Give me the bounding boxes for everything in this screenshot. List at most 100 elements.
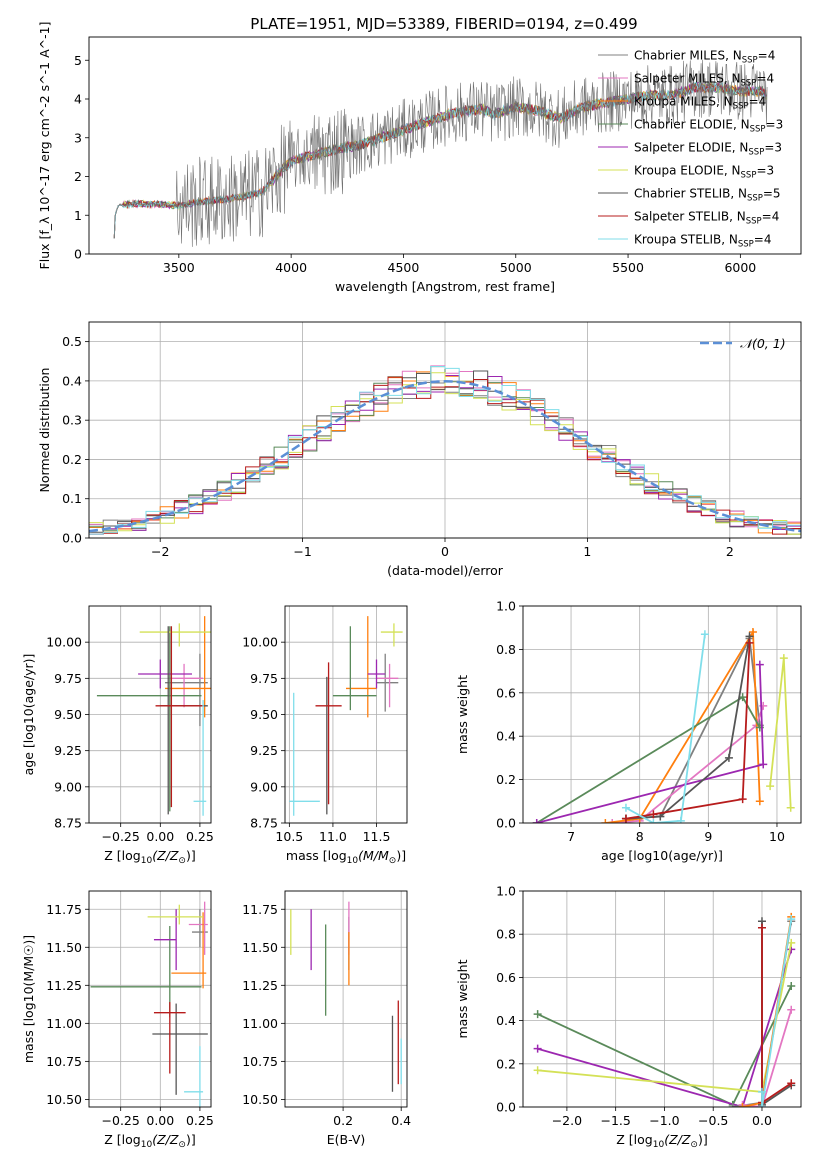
x-axis-label-part: mass [log [286,848,347,863]
plus-marker [787,1005,796,1014]
x-tick-label: 8 [636,829,644,844]
y-tick-label: 9.75 [250,671,278,686]
plus-marker [533,1044,542,1053]
legend-entry: Chabrier ELODIE, NSSP=3 [634,118,783,135]
plus-marker [700,630,709,639]
legend-text: =4 [762,210,780,224]
x-axis-label-part: )] [186,848,196,863]
legend-sub: SSP [747,194,763,204]
legend-text: Salpeter MILES, N [634,72,741,86]
plot-frame [88,890,212,1108]
y-tick-label: 0.4 [62,373,82,388]
y-tick-label: 0.0 [496,816,516,831]
x-axis-label-part: (M/M [358,848,389,863]
plus-marker [608,819,617,823]
y-tick-label: 1.0 [496,884,516,899]
y-tick-label: 9.00 [54,779,82,794]
x-tick-label: 11.0 [319,829,347,844]
y-tick-label: 4 [74,92,82,107]
plot-frame [284,890,408,1108]
y-tick-label: 8.75 [54,816,82,831]
y-tick-label: 5 [74,53,82,68]
plus-marker [787,1079,796,1088]
x-tick-label: 2 [726,544,734,559]
y-tick-label: 9.75 [54,671,82,686]
x-tick-label: 0 [441,544,449,559]
sun-symbol: ⊙ [389,856,397,866]
y-tick-label: 11.00 [242,1016,278,1031]
x-tick-label: 5500 [612,260,644,275]
x-axis-label: Z [log10(Z/Z⊙)] [616,1132,707,1150]
residuals-panel: −2 −1 0 1 2 0.0 0.1 0.2 0.3 0.4 0.5 (data-model)/er… [37,321,802,578]
weight-line-kroupa-stelib [625,634,706,823]
x-axis-label: mass [log10(M/M⊙)] [286,848,406,866]
x-axis-label-part: Z [log [616,1132,652,1147]
legend-sub: SSP [742,56,758,66]
x-axis-label-sub: 10 [141,1140,153,1150]
x-tick-label: 7 [567,829,575,844]
plus-marker [787,915,796,924]
legend-entry: Kroupa ELODIE, NSSP=3 [634,164,774,181]
y-tick-label: 9.25 [250,743,278,758]
x-tick-label: 9 [704,829,712,844]
x-tick-label: 0.00 [146,1113,174,1128]
x-axis-label-sub: 10 [653,1140,665,1150]
x-axis-label: wavelength [Angstrom, rest frame] [335,279,555,294]
weight-line-kroupa-miles [605,628,761,823]
x-tick-label: −2 [151,544,169,559]
plus-marker [532,819,541,823]
y-tick-label: 11.75 [242,902,278,917]
y-tick-label: 0.1 [62,491,82,506]
legend-text: =4 [756,72,774,86]
x-axis-label-part: )] [396,848,406,863]
legend-text: =4 [758,49,776,63]
y-tick-label: 0.2 [496,1056,516,1071]
x-axis-label: age [log10(age/yr)] [601,848,723,863]
legend-entry: Kroupa STELIB, NSSP=4 [634,233,772,250]
plot-frame [88,321,802,539]
age_vs_Z-panel: −0.25 0.00 0.25 8.75 9.00 9.25 9.50 9.75 10.00 Z … [21,605,214,866]
y-axis-label: mass [log10(M/M☉)] [21,935,36,1063]
y-tick-label: 11.25 [46,978,82,993]
error-bars [289,616,403,816]
legend-text: =4 [749,95,767,109]
histograms [89,365,801,535]
legend-text: Kroupa MILES, N [634,95,733,109]
observed-spectrum [113,59,768,247]
y-tick-label: 10.50 [242,1092,278,1107]
weight-line-kroupa-elodie [769,658,792,808]
x-axis-label: Z [log10(Z/Z⊙)] [104,1132,195,1150]
x-axis-label-part: (Z/Z [152,1132,179,1147]
y-tick-label: 1 [74,208,82,223]
plus-marker [738,795,747,804]
model-line-salpeter-elodie [113,81,767,239]
legend-sub: SSP [750,125,766,135]
y-tick-label: 0.0 [62,531,82,546]
plus-marker [621,814,630,823]
y-tick-label: 0.4 [496,729,516,744]
y-tick-label: 3 [74,130,82,145]
x-tick-label: −0.25 [102,1113,140,1128]
plus-marker [759,760,768,769]
x-tick-label: 0.2 [333,1113,353,1128]
x-axis-label-part: (Z/Z [152,848,179,863]
y-axis-label: age [log10(age/yr)] [21,654,36,776]
x-tick-label: −0.25 [102,829,140,844]
y-tick-label: 11.25 [242,978,278,993]
figure-title: PLATE=1951, MJD=53389, FIBERID=0194, z=0… [250,15,637,33]
weight_vs_age-panel: 7 8 9 10 0.0 0.2 0.4 0.6 0.8 1.0 age [log10(age/yr… [455,599,802,863]
legend-text: =4 [754,233,772,247]
sun-symbol: ⊙ [178,856,186,866]
legend-text: Chabrier STELIB, N [634,187,747,201]
x-tick-label: 1 [583,544,591,559]
plot-frame [88,605,212,824]
weight-line-salpeter-miles [742,1009,793,1107]
y-tick-label: 9.25 [54,743,82,758]
y-tick-label: 0.6 [496,970,516,985]
legend-sub: SSP [741,79,757,89]
x-tick-label: 0.4 [391,1113,411,1128]
y-tick-label: 0.3 [62,413,82,428]
plus-marker [757,923,766,932]
y-tick-label: 0.5 [62,334,82,349]
